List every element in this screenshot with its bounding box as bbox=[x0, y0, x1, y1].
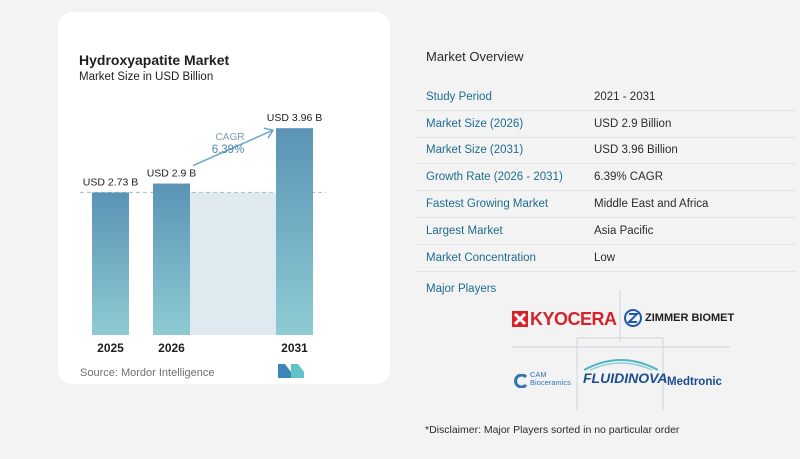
cagr-label: CAGR bbox=[216, 132, 245, 143]
cam-logo-top: CAM bbox=[530, 370, 547, 379]
overview-label: Market Concentration bbox=[426, 251, 536, 264]
cam-logo-bottom: Bioceramics bbox=[530, 378, 571, 387]
cagr-arrow-head bbox=[263, 127, 275, 139]
shaded-band bbox=[190, 192, 276, 335]
cam-emblem-icon bbox=[514, 374, 528, 388]
overview-value: Middle East and Africa bbox=[594, 198, 709, 211]
overview-label: Growth Rate (2026 - 2031) bbox=[426, 171, 563, 184]
bar-2031 bbox=[276, 128, 313, 335]
source-note: Source: Mordor Intelligence bbox=[80, 367, 215, 379]
overview-value: Low bbox=[594, 251, 616, 264]
chart-title: Hydroxyapatite Market bbox=[79, 52, 230, 68]
players-title: Major Players bbox=[426, 283, 497, 295]
overview-row: Market Size (2026) USD 2.9 Billion bbox=[416, 111, 796, 138]
kyocera-logo: KYOCERA bbox=[530, 309, 617, 329]
overview-title: Market Overview bbox=[426, 49, 524, 64]
overview-row: Growth Rate (2026 - 2031) 6.39% CAGR bbox=[416, 164, 796, 192]
overview-value: USD 3.96 Billion bbox=[594, 144, 678, 157]
fluidinova-wave-icon bbox=[583, 359, 659, 371]
x-tick-label: 2025 bbox=[97, 341, 124, 355]
overview-row: Market Concentration Low bbox=[416, 245, 796, 272]
medtronic-logo: Medtronic bbox=[667, 376, 722, 388]
x-tick-label: 2031 bbox=[281, 341, 308, 355]
overview-row: Fastest Growing Market Middle East and Af… bbox=[416, 191, 796, 218]
overview-row: Largest Market Asia Pacific bbox=[416, 218, 796, 245]
overview-value: Asia Pacific bbox=[594, 224, 654, 237]
bar-value-label: USD 2.9 B bbox=[147, 168, 197, 180]
cagr-arrow bbox=[192, 129, 274, 167]
bar-2025 bbox=[92, 192, 129, 335]
overview-label: Fastest Growing Market bbox=[426, 198, 549, 211]
bar-value-label: USD 2.73 B bbox=[83, 176, 138, 188]
overview-value: 2021 - 2031 bbox=[594, 90, 656, 103]
overview-table: Study Period 2021 - 2031 Market Size (202… bbox=[416, 84, 796, 272]
cagr-value: 6.39% bbox=[212, 144, 245, 156]
zimmer-logo: ZIMMER BIOMET bbox=[645, 312, 735, 324]
overview-row: Market Size (2031) USD 3.96 Billion bbox=[416, 138, 796, 165]
overview-value: USD 2.9 Billion bbox=[594, 117, 672, 130]
overview-label: Market Size (2031) bbox=[426, 144, 524, 157]
overview-label: Largest Market bbox=[426, 224, 503, 237]
x-tick-label: 2026 bbox=[158, 341, 185, 355]
zimmer-emblem-icon bbox=[624, 309, 642, 327]
fluidinova-logo: FLUIDINOVA bbox=[583, 370, 668, 386]
bar-2026 bbox=[153, 183, 190, 335]
disclaimer: *Disclaimer: Major Players sorted in no … bbox=[425, 424, 680, 436]
overview-label: Study Period bbox=[426, 90, 492, 103]
mordor-logo-icon bbox=[278, 364, 304, 378]
overview-row: Study Period 2021 - 2031 bbox=[416, 84, 796, 111]
overview-label: Market Size (2026) bbox=[426, 117, 524, 130]
kyocera-emblem-icon bbox=[512, 311, 528, 327]
chart-subtitle: Market Size in USD Billion bbox=[79, 71, 214, 83]
overview-value: 6.39% CAGR bbox=[594, 171, 664, 184]
bar-value-label: USD 3.96 B bbox=[267, 112, 322, 124]
